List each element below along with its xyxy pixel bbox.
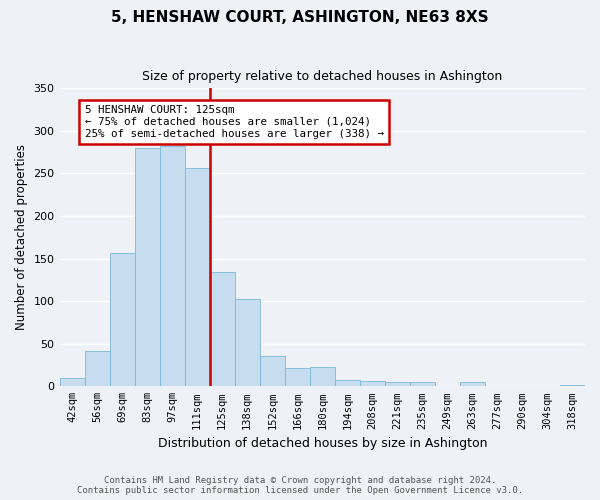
Bar	[460, 382, 485, 386]
Text: 5 HENSHAW COURT: 125sqm
← 75% of detached houses are smaller (1,024)
25% of semi: 5 HENSHAW COURT: 125sqm ← 75% of detache…	[85, 106, 383, 138]
Bar	[235, 298, 260, 386]
Bar	[260, 356, 285, 386]
Bar	[59, 378, 85, 386]
Bar	[160, 146, 185, 386]
Bar	[385, 382, 410, 386]
Bar	[185, 168, 209, 386]
Bar	[410, 382, 435, 386]
Bar	[310, 366, 335, 386]
Y-axis label: Number of detached properties: Number of detached properties	[15, 144, 28, 330]
Bar	[209, 272, 235, 386]
Bar	[285, 368, 310, 386]
Bar	[335, 380, 360, 386]
Bar	[360, 381, 385, 386]
Bar	[85, 350, 110, 386]
Text: 5, HENSHAW COURT, ASHINGTON, NE63 8XS: 5, HENSHAW COURT, ASHINGTON, NE63 8XS	[111, 10, 489, 25]
Text: Contains HM Land Registry data © Crown copyright and database right 2024.
Contai: Contains HM Land Registry data © Crown c…	[77, 476, 523, 495]
Title: Size of property relative to detached houses in Ashington: Size of property relative to detached ho…	[142, 70, 502, 83]
X-axis label: Distribution of detached houses by size in Ashington: Distribution of detached houses by size …	[158, 437, 487, 450]
Bar	[134, 148, 160, 386]
Bar	[110, 252, 134, 386]
Bar	[560, 384, 585, 386]
